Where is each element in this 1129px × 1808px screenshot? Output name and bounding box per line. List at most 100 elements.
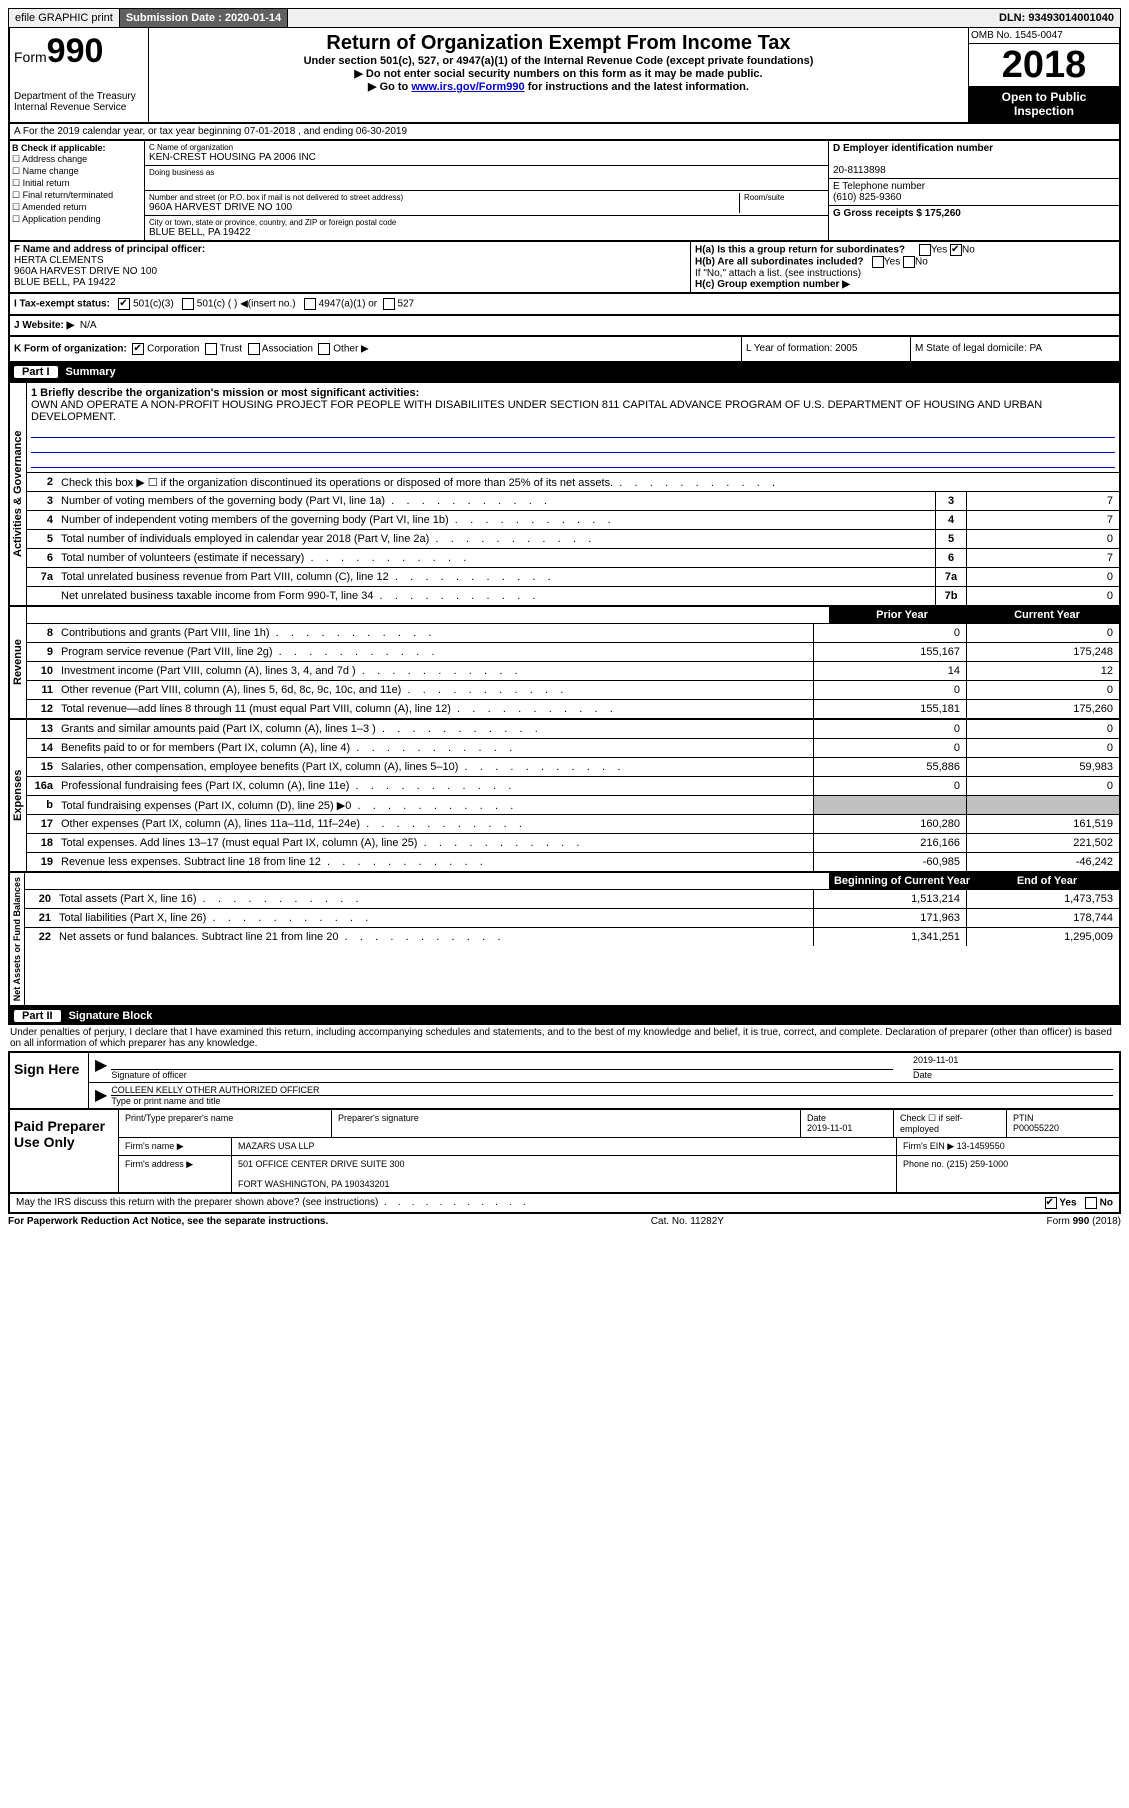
state-domicile: M State of legal domicile: PA bbox=[911, 337, 1119, 361]
chk-amended[interactable]: ☐ Amended return bbox=[12, 202, 142, 213]
firm-addr2: FORT WASHINGTON, PA 190343201 bbox=[238, 1179, 390, 1189]
website-row: J Website: ▶ N/A bbox=[8, 316, 1121, 337]
vert-rev: Revenue bbox=[10, 607, 27, 718]
vert-net: Net Assets or Fund Balances bbox=[10, 873, 25, 1005]
chk-pending[interactable]: ☐ Application pending bbox=[12, 214, 142, 225]
table-row: 6Total number of volunteers (estimate if… bbox=[27, 549, 1119, 568]
chk-other[interactable] bbox=[318, 343, 330, 355]
entity-block: B Check if applicable: ☐ Address change … bbox=[8, 141, 1121, 242]
form-sub3: ▶ Go to www.irs.gov/Form990 for instruct… bbox=[153, 80, 964, 93]
year-formation: L Year of formation: 2005 bbox=[742, 337, 911, 361]
row-a-taxyear: A For the 2019 calendar year, or tax yea… bbox=[8, 124, 1121, 141]
hb-no[interactable] bbox=[903, 256, 915, 268]
section-de: D Employer identification number 20-8113… bbox=[829, 141, 1119, 240]
net-col-headers: Beginning of Current Year End of Year bbox=[25, 873, 1119, 890]
part2-header: Part II Signature Block bbox=[8, 1007, 1121, 1025]
table-row: 2Check this box ▶ ☐ if the organization … bbox=[27, 473, 1119, 492]
dept-treasury: Department of the Treasury bbox=[14, 91, 144, 102]
chk-trust[interactable] bbox=[205, 343, 217, 355]
summary-table: Activities & Governance 1 Briefly descri… bbox=[8, 381, 1121, 607]
irs-link[interactable]: www.irs.gov/Form990 bbox=[411, 81, 524, 93]
discuss-yes[interactable] bbox=[1045, 1197, 1057, 1209]
table-row: 19Revenue less expenses. Subtract line 1… bbox=[27, 853, 1119, 871]
chk-final[interactable]: ☐ Final return/terminated bbox=[12, 190, 142, 201]
org-address: 960A HARVEST DRIVE NO 100 bbox=[149, 202, 739, 213]
ptin: P00055220 bbox=[1013, 1123, 1059, 1133]
chk-4947[interactable] bbox=[304, 298, 316, 310]
sign-here-block: Sign Here ▶ Signature of officer 2019-11… bbox=[8, 1051, 1121, 1110]
tax-exempt-row: I Tax-exempt status: 501(c)(3) 501(c) ( … bbox=[8, 294, 1121, 316]
chk-501c3[interactable] bbox=[118, 298, 130, 310]
table-row: 13Grants and similar amounts paid (Part … bbox=[27, 720, 1119, 739]
form-header: Form990 Department of the Treasury Inter… bbox=[8, 28, 1121, 124]
chk-name[interactable]: ☐ Name change bbox=[12, 166, 142, 177]
chk-assoc[interactable] bbox=[248, 343, 260, 355]
firm-ein: 13-1459550 bbox=[957, 1141, 1005, 1151]
open-to-public: Open to Public Inspection bbox=[969, 86, 1119, 122]
top-header-bar: efile GRAPHIC print Submission Date : 20… bbox=[8, 8, 1121, 28]
form-number: Form990 bbox=[14, 32, 144, 71]
table-row: 14Benefits paid to or for members (Part … bbox=[27, 739, 1119, 758]
arrow-icon: ▶ bbox=[95, 1085, 107, 1106]
form-title: Return of Organization Exempt From Incom… bbox=[153, 32, 964, 55]
table-row: 15Salaries, other compensation, employee… bbox=[27, 758, 1119, 777]
form-sub2: ▶ Do not enter social security numbers o… bbox=[153, 67, 964, 80]
org-city: BLUE BELL, PA 19422 bbox=[149, 227, 824, 238]
officer-signed: COLLEEN KELLY OTHER AUTHORIZED OFFICER bbox=[111, 1085, 1113, 1096]
discuss-no[interactable] bbox=[1085, 1197, 1097, 1209]
irs-label: Internal Revenue Service bbox=[14, 102, 144, 113]
mission-box: 1 Briefly describe the organization's mi… bbox=[27, 383, 1119, 473]
chk-501c[interactable] bbox=[182, 298, 194, 310]
mission-text: OWN AND OPERATE A NON-PROFIT HOUSING PRO… bbox=[31, 399, 1042, 423]
table-row: 18Total expenses. Add lines 13–17 (must … bbox=[27, 834, 1119, 853]
table-row: Net unrelated business taxable income fr… bbox=[27, 587, 1119, 605]
revenue-table: Revenue Prior Year Current Year 8Contrib… bbox=[8, 607, 1121, 720]
section-b: B Check if applicable: ☐ Address change … bbox=[10, 141, 145, 240]
declaration: Under penalties of perjury, I declare th… bbox=[8, 1025, 1121, 1051]
expense-table: Expenses 13Grants and similar amounts pa… bbox=[8, 720, 1121, 873]
sign-date: 2019-11-01 bbox=[913, 1055, 1113, 1070]
table-row: 3Number of voting members of the governi… bbox=[27, 492, 1119, 511]
omb-number: OMB No. 1545-0047 bbox=[969, 28, 1119, 44]
table-row: 22Net assets or fund balances. Subtract … bbox=[25, 928, 1119, 946]
discuss-row: May the IRS discuss this return with the… bbox=[8, 1194, 1121, 1214]
firm-name: MAZARS USA LLP bbox=[232, 1138, 897, 1155]
section-c: C Name of organization KEN-CREST HOUSING… bbox=[145, 141, 829, 240]
paid-preparer-block: Paid Preparer Use Only Print/Type prepar… bbox=[8, 1110, 1121, 1194]
table-row: 12Total revenue—add lines 8 through 11 (… bbox=[27, 700, 1119, 718]
website: N/A bbox=[80, 320, 97, 331]
firm-addr1: 501 OFFICE CENTER DRIVE SUITE 300 bbox=[238, 1159, 405, 1169]
table-row: 21Total liabilities (Part X, line 26)171… bbox=[25, 909, 1119, 928]
arrow-icon: ▶ bbox=[95, 1055, 107, 1080]
ha-no[interactable] bbox=[950, 244, 962, 256]
table-row: 16aProfessional fundraising fees (Part I… bbox=[27, 777, 1119, 796]
gross-receipts: G Gross receipts $ 175,260 bbox=[833, 208, 961, 219]
part1-header: Part I Summary bbox=[8, 363, 1121, 381]
ha-yes[interactable] bbox=[919, 244, 931, 256]
table-row: 5Total number of individuals employed in… bbox=[27, 530, 1119, 549]
firm-phone: (215) 259-1000 bbox=[947, 1159, 1009, 1169]
form-sub1: Under section 501(c), 527, or 4947(a)(1)… bbox=[153, 55, 964, 67]
officer-name: HERTA CLEMENTS bbox=[14, 255, 104, 266]
table-row: 17Other expenses (Part IX, column (A), l… bbox=[27, 815, 1119, 834]
hb-yes[interactable] bbox=[872, 256, 884, 268]
efile-label: efile GRAPHIC print bbox=[9, 9, 120, 27]
ein: 20-8113898 bbox=[833, 165, 886, 176]
table-row: 4Number of independent voting members of… bbox=[27, 511, 1119, 530]
table-row: 7aTotal unrelated business revenue from … bbox=[27, 568, 1119, 587]
footer: For Paperwork Reduction Act Notice, see … bbox=[8, 1214, 1121, 1229]
officer-row: F Name and address of principal officer:… bbox=[8, 242, 1121, 294]
table-row: bTotal fundraising expenses (Part IX, co… bbox=[27, 796, 1119, 815]
chk-initial[interactable]: ☐ Initial return bbox=[12, 178, 142, 189]
chk-corp[interactable] bbox=[132, 343, 144, 355]
table-row: 10Investment income (Part VIII, column (… bbox=[27, 662, 1119, 681]
netassets-table: Net Assets or Fund Balances Beginning of… bbox=[8, 873, 1121, 1007]
chk-address[interactable]: ☐ Address change bbox=[12, 154, 142, 165]
submission-date[interactable]: Submission Date : 2020-01-14 bbox=[120, 9, 288, 27]
table-row: 11Other revenue (Part VIII, column (A), … bbox=[27, 681, 1119, 700]
chk-527[interactable] bbox=[383, 298, 395, 310]
table-row: 9Program service revenue (Part VIII, lin… bbox=[27, 643, 1119, 662]
org-name: KEN-CREST HOUSING PA 2006 INC bbox=[149, 152, 824, 163]
rev-col-headers: Prior Year Current Year bbox=[27, 607, 1119, 624]
table-row: 8Contributions and grants (Part VIII, li… bbox=[27, 624, 1119, 643]
